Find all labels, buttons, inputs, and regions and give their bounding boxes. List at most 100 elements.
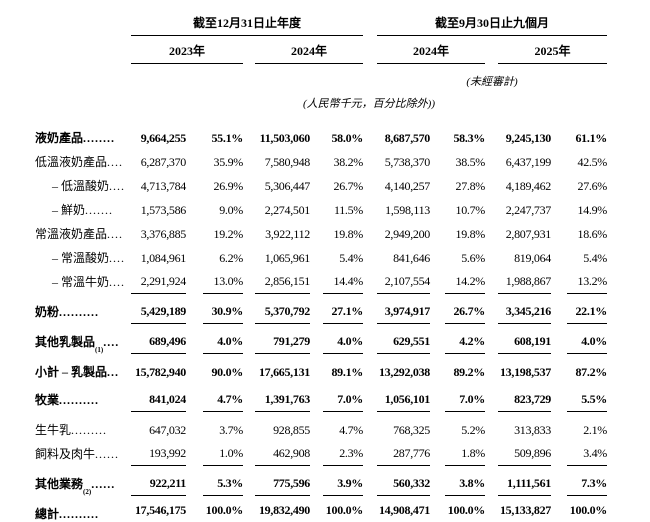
table-row: – 常溫酸奶.... 1,084,961 6.2% 1,065,961 5.4%… bbox=[35, 244, 650, 268]
cell-value: 509,896 bbox=[498, 440, 551, 466]
cell-percent: 6.2% bbox=[219, 251, 243, 265]
cell-value: 5,306,447 bbox=[264, 179, 311, 193]
table-header-groups: 截至12月31日止年度 截至9月30日止九個月 bbox=[35, 14, 650, 36]
cell-percent: 7.0% bbox=[323, 386, 363, 412]
cell-value: 1,391,763 bbox=[255, 386, 310, 412]
cell-percent: 19.2% bbox=[213, 227, 244, 241]
cell-value: 647,032 bbox=[149, 423, 186, 437]
row-label: 低溫液奶產品.... bbox=[35, 155, 124, 169]
cell-value: 5,429,189 bbox=[131, 298, 186, 324]
cell-percent: 26.9% bbox=[213, 179, 244, 193]
period-group-annual: 截至12月31日止年度 bbox=[131, 14, 363, 36]
row-label: – 鮮奶 ....... bbox=[52, 203, 114, 217]
cell-value: 3,922,112 bbox=[265, 227, 310, 241]
cell-value: 3,974,917 bbox=[377, 298, 430, 324]
table-row: 生牛乳 ......... 647,032 3.7% 928,855 4.7% … bbox=[35, 416, 650, 440]
cell-value: 462,908 bbox=[255, 440, 310, 466]
cell-value: 6,287,370 bbox=[140, 155, 187, 169]
cell-percent: 3.4% bbox=[567, 440, 607, 466]
cell-value: 13,292,038 bbox=[378, 365, 430, 379]
cell-value: 1,988,867 bbox=[498, 268, 551, 294]
cell-percent: 2.1% bbox=[583, 423, 607, 437]
cell-percent: 4.0% bbox=[567, 328, 607, 354]
table-row: 其他業務 (2) ...... 922,211 5.3% 775,596 3.9%… bbox=[35, 470, 650, 496]
row-label: – 常溫酸奶.... bbox=[52, 251, 126, 265]
cell-percent: 4.7% bbox=[339, 423, 363, 437]
cell-value: 7,580,948 bbox=[264, 155, 311, 169]
cell-percent: 5.4% bbox=[339, 251, 363, 265]
cell-value: 287,776 bbox=[377, 440, 430, 466]
cell-value: 4,713,784 bbox=[140, 179, 187, 193]
cell-value: 1,065,961 bbox=[264, 251, 311, 265]
cell-percent: 5.5% bbox=[567, 386, 607, 412]
cell-value: 768,325 bbox=[393, 423, 430, 437]
cell-percent: 89.2% bbox=[453, 365, 485, 379]
unit-note-row: (人民幣千元，百分比除外)) bbox=[35, 95, 650, 111]
cell-value: 4,140,257 bbox=[384, 179, 431, 193]
cell-percent: 5.4% bbox=[583, 251, 607, 265]
cell-percent: 19.8% bbox=[455, 227, 486, 241]
table-row: 液奶產品........ 9,664,255 55.1% 11,503,060 … bbox=[35, 124, 650, 148]
col-header-2024: 2024年 bbox=[255, 42, 363, 64]
cell-percent: 5.2% bbox=[461, 423, 485, 437]
table-header-years: 2023年 2024年 2024年 2025年 bbox=[35, 42, 650, 64]
cell-value: 5,370,792 bbox=[255, 298, 310, 324]
cell-percent: 5.6% bbox=[461, 251, 485, 265]
cell-percent: 55.1% bbox=[211, 131, 243, 145]
cell-value: 560,332 bbox=[377, 470, 430, 496]
cell-value: 629,551 bbox=[377, 328, 430, 354]
row-label: – 低溫酸奶.... bbox=[52, 179, 126, 193]
cell-percent: 13.2% bbox=[567, 268, 607, 294]
cell-value: 9,245,130 bbox=[505, 131, 552, 145]
table-row: 奶粉 .......... 5,429,189 30.9% 5,370,792 … bbox=[35, 298, 650, 324]
cell-percent: 10.7% bbox=[455, 203, 486, 217]
cell-percent: 5.3% bbox=[203, 470, 243, 496]
cell-percent: 22.1% bbox=[567, 298, 607, 324]
cell-value: 15,133,827 bbox=[498, 500, 551, 522]
cell-value: 2,856,151 bbox=[255, 268, 310, 294]
cell-value: 819,064 bbox=[514, 251, 551, 265]
row-label: 小計 – 乳製品 ... bbox=[35, 365, 120, 379]
cell-value: 6,437,199 bbox=[505, 155, 552, 169]
cell-value: 1,598,113 bbox=[385, 203, 430, 217]
cell-percent: 11.5% bbox=[333, 203, 363, 217]
cell-value: 9,664,255 bbox=[140, 131, 187, 145]
cell-percent: 14.2% bbox=[445, 268, 485, 294]
cell-percent: 87.2% bbox=[575, 365, 607, 379]
cell-percent: 27.1% bbox=[323, 298, 363, 324]
cell-percent: 3.7% bbox=[219, 423, 243, 437]
cell-value: 17,665,131 bbox=[258, 365, 310, 379]
row-label: 牧業 .......... bbox=[35, 393, 100, 407]
col-header-2023: 2023年 bbox=[131, 42, 243, 64]
cell-percent: 30.9% bbox=[203, 298, 243, 324]
table-row: – 常溫牛奶.... 2,291,924 13.0% 2,856,151 14.… bbox=[35, 268, 650, 294]
cell-value: 8,687,570 bbox=[384, 131, 431, 145]
cell-percent: 26.7% bbox=[333, 179, 364, 193]
cell-value: 791,279 bbox=[255, 328, 310, 354]
row-label: 其他乳製品 (1) .... bbox=[35, 335, 120, 354]
row-label: 生牛乳 ......... bbox=[35, 423, 108, 437]
cell-percent: 58.0% bbox=[331, 131, 363, 145]
cell-value: 14,908,471 bbox=[377, 500, 430, 522]
cell-percent: 38.2% bbox=[333, 155, 364, 169]
cell-value: 608,191 bbox=[498, 328, 551, 354]
cell-value: 841,646 bbox=[393, 251, 430, 265]
table-body: 液奶產品........ 9,664,255 55.1% 11,503,060 … bbox=[35, 124, 650, 522]
cell-value: 2,807,931 bbox=[505, 227, 552, 241]
row-label: 總計 .......... bbox=[35, 507, 100, 521]
cell-percent: 3.9% bbox=[323, 470, 363, 496]
cell-value: 841,024 bbox=[131, 386, 186, 412]
cell-value: 2,107,554 bbox=[377, 268, 430, 294]
col-header-9m2024: 2024年 bbox=[377, 42, 485, 64]
cell-value: 1,111,561 bbox=[498, 470, 551, 496]
cell-percent: 58.3% bbox=[453, 131, 485, 145]
cell-value: 775,596 bbox=[255, 470, 310, 496]
cell-percent: 4.0% bbox=[203, 328, 243, 354]
cell-percent: 7.0% bbox=[445, 386, 485, 412]
table-row: 常溫液奶產品.... 3,376,885 19.2% 3,922,112 19.… bbox=[35, 220, 650, 244]
unaudited-note-row: (未經審計) bbox=[35, 73, 650, 89]
cell-percent: 14.4% bbox=[323, 268, 363, 294]
cell-percent: 13.0% bbox=[203, 268, 243, 294]
row-label: – 常溫牛奶.... bbox=[52, 275, 126, 289]
